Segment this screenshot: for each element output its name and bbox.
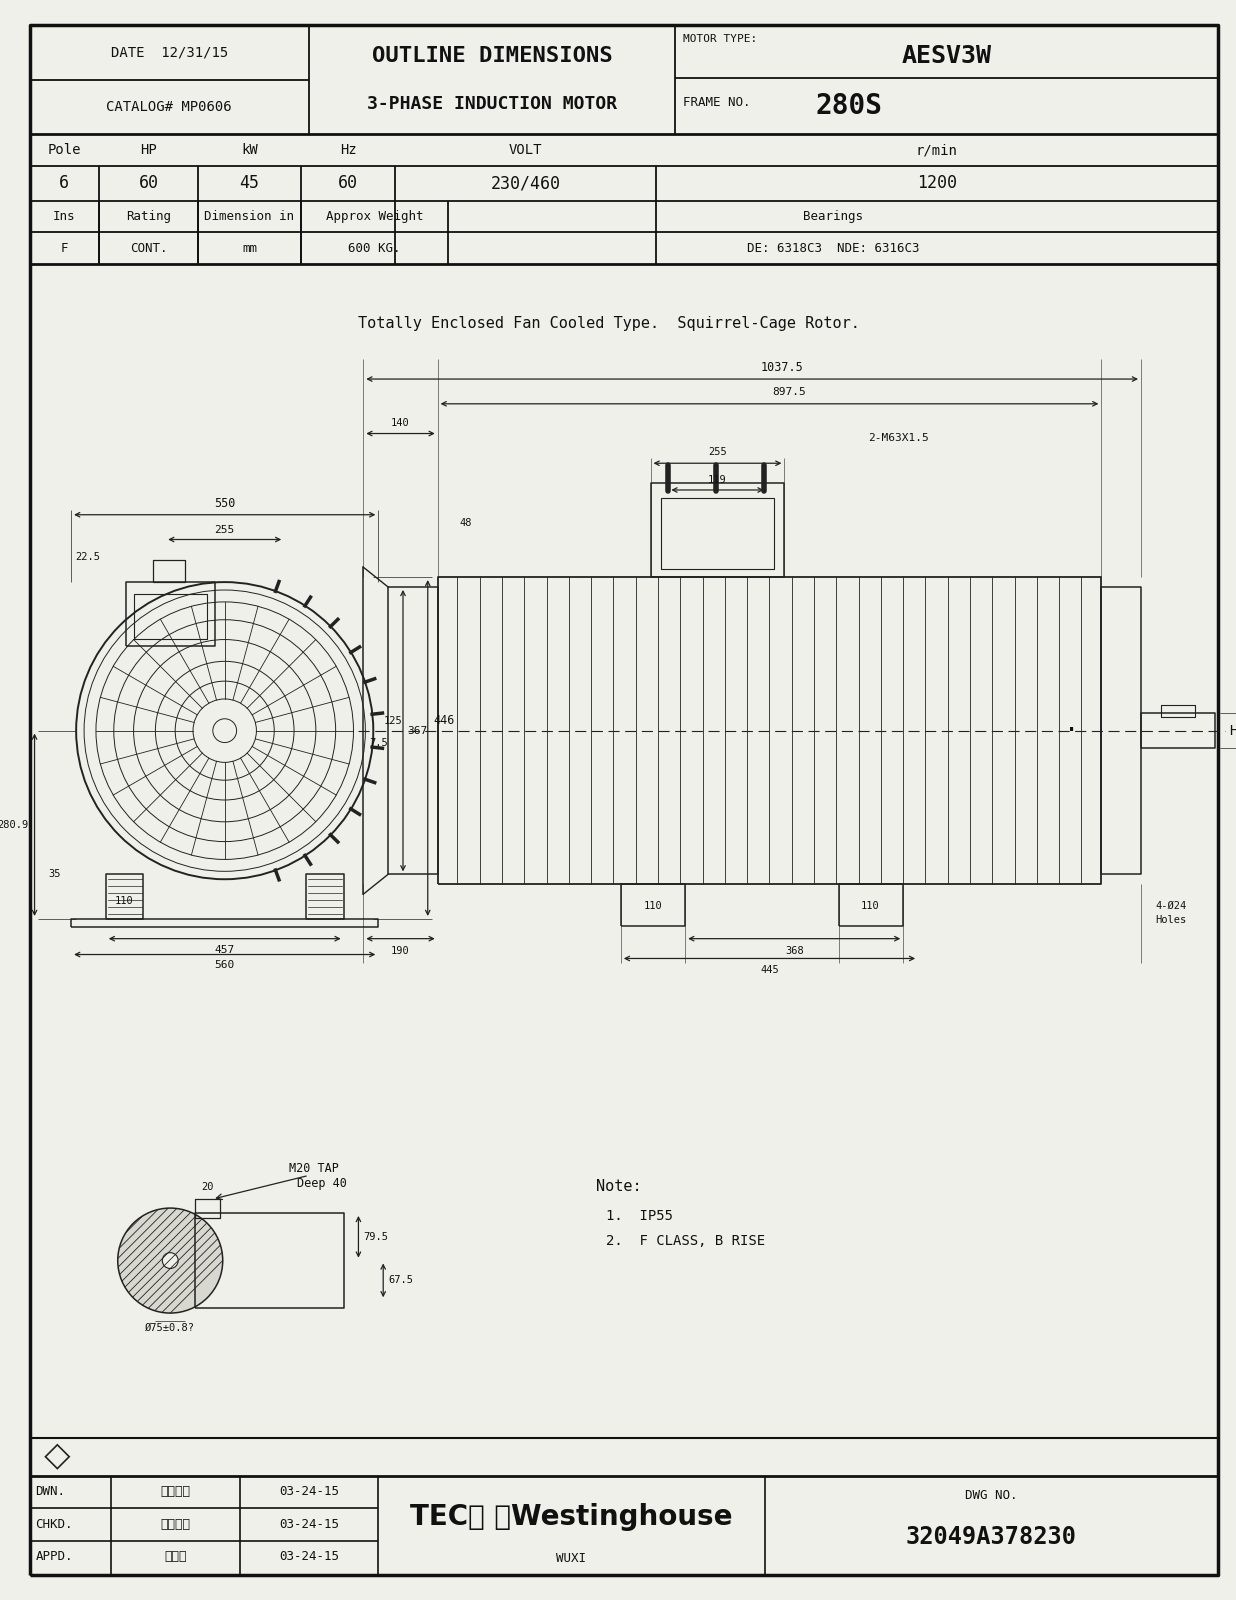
Text: F: F — [61, 242, 68, 254]
Text: Totally Enclosed Fan Cooled Type.  Squirrel-Cage Rotor.: Totally Enclosed Fan Cooled Type. Squirr… — [358, 317, 860, 331]
Text: 2-M63X1.5: 2-M63X1.5 — [868, 434, 928, 443]
Text: 6: 6 — [59, 174, 69, 192]
Text: 20: 20 — [201, 1182, 214, 1192]
Text: CATALOG# MP0606: CATALOG# MP0606 — [106, 101, 232, 114]
Text: 255: 255 — [708, 448, 727, 458]
Text: VOLT: VOLT — [508, 144, 543, 157]
Text: 60: 60 — [337, 174, 358, 192]
Text: 45: 45 — [240, 174, 260, 192]
Text: 48: 48 — [459, 518, 472, 528]
Text: Pole: Pole — [47, 144, 82, 157]
Text: 119: 119 — [708, 475, 727, 485]
Text: CONT.: CONT. — [130, 242, 167, 254]
Text: 367: 367 — [407, 726, 426, 736]
Text: kW: kW — [241, 144, 258, 157]
Text: 79.5: 79.5 — [363, 1232, 389, 1242]
Text: 110: 110 — [861, 901, 880, 910]
Text: HP: HP — [140, 144, 157, 157]
Text: MOTOR TYPE:: MOTOR TYPE: — [684, 34, 758, 45]
Text: 03-24-15: 03-24-15 — [279, 1550, 339, 1563]
Text: Hz: Hz — [340, 144, 356, 157]
Text: 230/460: 230/460 — [491, 174, 560, 192]
Text: 457: 457 — [215, 944, 235, 955]
Text: AESV3W: AESV3W — [902, 43, 991, 67]
Text: DWN.: DWN. — [36, 1485, 66, 1498]
Text: 125: 125 — [383, 715, 403, 726]
Text: 3-PHASE INDUCTION MOTOR: 3-PHASE INDUCTION MOTOR — [367, 94, 617, 114]
Text: 445: 445 — [760, 965, 779, 976]
Text: APPD.: APPD. — [36, 1550, 73, 1563]
Text: H: H — [1229, 723, 1236, 738]
Text: 4-Ø24: 4-Ø24 — [1154, 901, 1187, 910]
Text: 67.5: 67.5 — [388, 1275, 414, 1285]
Text: DWG NO.: DWG NO. — [965, 1490, 1017, 1502]
Text: 280S: 280S — [816, 93, 883, 120]
Text: 560: 560 — [215, 960, 235, 971]
Text: Dimension in: Dimension in — [204, 210, 294, 222]
Text: OUTLINE DIMENSIONS: OUTLINE DIMENSIONS — [372, 46, 613, 66]
Text: 255: 255 — [215, 525, 235, 534]
Text: 1037.5: 1037.5 — [760, 360, 803, 374]
Text: 897.5: 897.5 — [772, 387, 806, 397]
Text: 03-24-15: 03-24-15 — [279, 1485, 339, 1498]
Text: 郭耶良: 郭耶良 — [164, 1550, 187, 1563]
Text: Note:: Note: — [596, 1179, 641, 1194]
Text: 110: 110 — [114, 896, 133, 906]
Text: 140: 140 — [391, 418, 410, 427]
Text: 22.5: 22.5 — [75, 552, 100, 562]
Text: 35: 35 — [48, 869, 61, 880]
Text: mm: mm — [242, 242, 257, 254]
Text: WUXI: WUXI — [556, 1552, 586, 1565]
Text: 190: 190 — [391, 946, 410, 955]
Text: DE: 6318C3  NDE: 6316C3: DE: 6318C3 NDE: 6316C3 — [747, 242, 920, 254]
Text: DATE  12/31/15: DATE 12/31/15 — [111, 46, 227, 59]
Text: 32049A378230: 32049A378230 — [906, 1525, 1077, 1549]
Text: Rating: Rating — [126, 210, 171, 222]
Text: 1.  IP55: 1. IP55 — [606, 1210, 674, 1222]
Text: 446: 446 — [433, 714, 455, 728]
Text: Holes: Holes — [1154, 915, 1187, 925]
Text: r/min: r/min — [916, 144, 958, 157]
Text: 03-24-15: 03-24-15 — [279, 1517, 339, 1531]
Text: Deep 40: Deep 40 — [297, 1178, 347, 1190]
Text: 600 KG.: 600 KG. — [349, 242, 400, 254]
Text: Ø75±0.8?: Ø75±0.8? — [146, 1323, 195, 1333]
Text: 550: 550 — [214, 498, 235, 510]
Text: TECⓇ ⓆWestinghouse: TECⓇ ⓆWestinghouse — [410, 1502, 733, 1531]
Text: 薛士茹茹: 薛士茹茹 — [161, 1517, 190, 1531]
Text: Bearings: Bearings — [803, 210, 863, 222]
Text: 280.9: 280.9 — [0, 819, 28, 830]
Circle shape — [162, 1253, 178, 1269]
Text: 签道山山: 签道山山 — [161, 1485, 190, 1498]
Circle shape — [117, 1208, 222, 1314]
Text: Approx Weight: Approx Weight — [325, 210, 423, 222]
Text: 2.  F CLASS, B RISE: 2. F CLASS, B RISE — [606, 1234, 765, 1248]
Text: FRAME NO.: FRAME NO. — [684, 96, 750, 109]
Text: 110: 110 — [643, 901, 662, 910]
Text: CHKD.: CHKD. — [36, 1517, 73, 1531]
Text: Ins: Ins — [53, 210, 75, 222]
Text: ·: · — [1064, 718, 1079, 742]
Text: 368: 368 — [785, 946, 803, 955]
Text: M20 TAP: M20 TAP — [289, 1162, 339, 1174]
Text: 7.5: 7.5 — [368, 738, 388, 747]
Text: 60: 60 — [138, 174, 158, 192]
Text: 1200: 1200 — [917, 174, 957, 192]
